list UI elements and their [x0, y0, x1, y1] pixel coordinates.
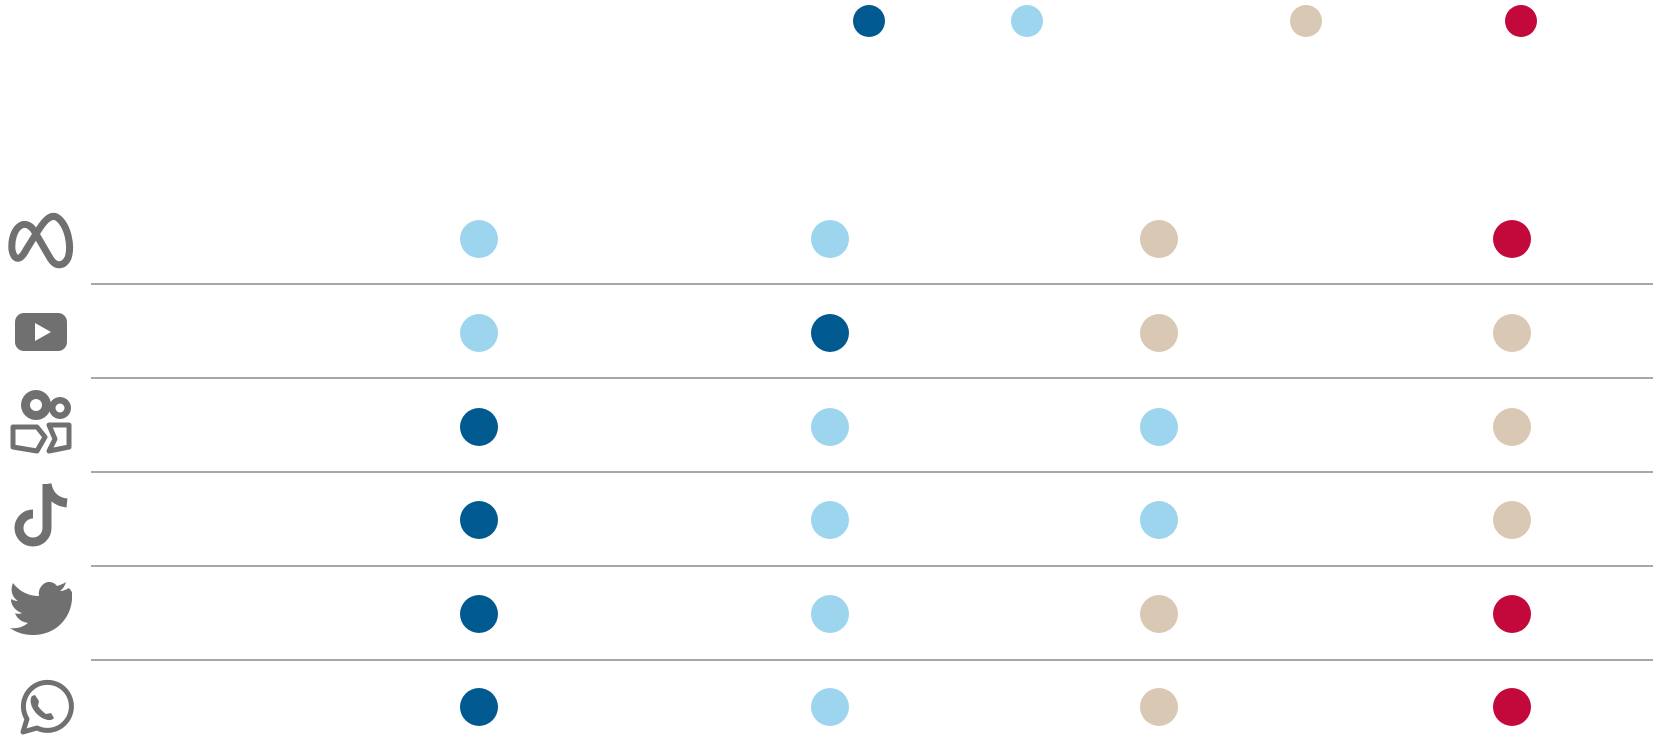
- dot-tiktok-col1: [460, 501, 498, 539]
- legend-key-red: [1505, 5, 1537, 37]
- dot-tiktok-col3: [1140, 501, 1178, 539]
- dot-twitter-col2: [811, 595, 849, 633]
- dot-youtube-col4: [1493, 314, 1531, 352]
- platform-icons: [8, 213, 74, 735]
- dot-tiktok-col2: [811, 501, 849, 539]
- dot-kuaishou-col2: [811, 408, 849, 446]
- whatsapp-icon: [20, 679, 74, 735]
- legend-key-beige: [1290, 5, 1322, 37]
- dot-whatsapp-col2: [811, 688, 849, 726]
- dot-kuaishou-col4: [1493, 408, 1531, 446]
- dot-youtube-col2: [811, 314, 849, 352]
- dot-meta-col1: [460, 220, 498, 258]
- row-separators: [91, 283, 1653, 661]
- kuaishou-icon: [10, 390, 72, 454]
- dot-meta-col4: [1493, 220, 1531, 258]
- dot-whatsapp-col1: [460, 688, 498, 726]
- dot-tiktok-col4: [1493, 501, 1531, 539]
- tiktok-icon: [14, 482, 68, 547]
- meta-icon: [8, 213, 74, 269]
- data-dots: [460, 220, 1531, 726]
- youtube-icon: [15, 313, 67, 351]
- dot-twitter-col4: [1493, 595, 1531, 633]
- dot-meta-col3: [1140, 220, 1178, 258]
- dot-kuaishou-col1: [460, 408, 498, 446]
- dot-meta-col2: [811, 220, 849, 258]
- legend-key-light-blue: [1011, 5, 1043, 37]
- twitter-icon: [10, 582, 73, 635]
- dot-kuaishou-col3: [1140, 408, 1178, 446]
- dot-youtube-col1: [460, 314, 498, 352]
- dot-whatsapp-col3: [1140, 688, 1178, 726]
- dot-youtube-col3: [1140, 314, 1178, 352]
- legend: [853, 5, 1537, 37]
- legend-key-dark-blue: [853, 5, 885, 37]
- dot-twitter-col3: [1140, 595, 1178, 633]
- dot-whatsapp-col4: [1493, 688, 1531, 726]
- dot-twitter-col1: [460, 595, 498, 633]
